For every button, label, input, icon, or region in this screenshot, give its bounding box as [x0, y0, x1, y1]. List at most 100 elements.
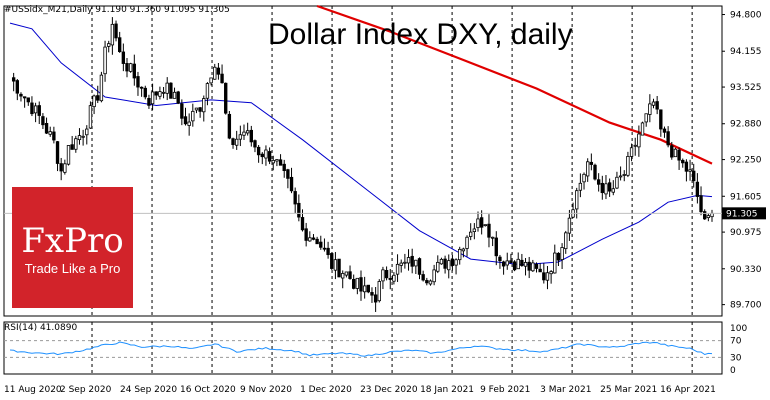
bear-candle [421, 274, 425, 281]
rsi-line [9, 341, 713, 357]
candlesticks [11, 17, 714, 312]
x-tick-label: 18 Jan 2021 [420, 385, 474, 395]
bull-candle [150, 91, 155, 105]
bear-candle [253, 140, 257, 148]
rsi-levels [4, 340, 722, 358]
bull-candle [447, 260, 451, 271]
bear-candle [37, 105, 41, 116]
bear-candle [44, 122, 49, 134]
bull-candle [33, 105, 38, 114]
y-tick-label: 92.880 [730, 120, 762, 130]
bull-candle [355, 277, 360, 289]
bear-candle [293, 191, 297, 205]
bull-candle [432, 269, 436, 283]
bear-candle [487, 223, 491, 238]
bear-candle [326, 247, 330, 256]
bear-candle [198, 107, 202, 112]
bull-candle [560, 247, 564, 260]
bear-candle [231, 138, 235, 145]
rsi-tick-label: 70 [730, 337, 742, 347]
bear-candle [59, 163, 63, 172]
bear-candle [118, 37, 122, 53]
bull-candle [458, 248, 462, 261]
bull-candle [706, 215, 711, 219]
y-tick-label: 90.330 [730, 265, 762, 275]
bull-candle [523, 262, 528, 267]
symbol-info: #USSidx_M21,Daily 91.190 91.360 91.095 9… [4, 5, 230, 15]
rsi-label: RSI(14) 41.0890 [4, 323, 77, 333]
bull-candle [490, 236, 495, 239]
bear-candle [337, 258, 341, 278]
bear-candle [494, 237, 498, 257]
rsi-series [9, 341, 713, 357]
bear-candle [304, 228, 308, 241]
bull-candle [275, 159, 279, 162]
bear-candle [319, 241, 323, 248]
x-tick-label: 2 Sep 2020 [60, 385, 112, 395]
bear-candle [227, 113, 232, 139]
bull-candle [161, 91, 166, 94]
logo-tagline: Trade Like a Pro [24, 261, 121, 276]
bull-candle [264, 149, 268, 159]
bear-candle [297, 202, 301, 218]
bull-candle [238, 134, 243, 140]
bull-candle [611, 188, 615, 193]
x-tick-label: 1 Dec 2020 [300, 385, 352, 395]
bear-candle [655, 101, 659, 110]
bull-candle [436, 261, 440, 272]
bear-candle [366, 284, 370, 293]
bear-candle [220, 73, 224, 84]
bear-candle [143, 87, 147, 98]
bull-candle [213, 66, 217, 80]
x-tick-label: 24 Sep 2020 [120, 385, 177, 395]
bull-candle [505, 260, 509, 266]
bull-candle [48, 131, 52, 135]
bull-candle [615, 176, 619, 189]
bear-candle [55, 141, 60, 164]
y-tick-label: 89.700 [730, 301, 762, 311]
bull-candle [341, 273, 345, 279]
bull-candle [103, 46, 107, 75]
bear-candle [278, 159, 283, 166]
bear-candle [684, 161, 689, 172]
bear-candle [348, 271, 352, 279]
bull-candle [531, 262, 535, 272]
bear-candle [249, 129, 253, 143]
bull-candle [461, 248, 466, 252]
bear-candle [607, 182, 612, 192]
bear-candle [695, 181, 700, 197]
bear-candle [169, 82, 173, 99]
bear-candle [501, 261, 506, 267]
bull-candle [483, 224, 487, 227]
bear-candle [589, 161, 594, 165]
bull-candle [92, 95, 96, 108]
bull-candle [205, 83, 210, 99]
bear-candle [703, 211, 707, 220]
rsi-tick-label: 30 [730, 353, 742, 363]
bull-candle [399, 262, 403, 266]
bull-candle [63, 163, 67, 173]
bear-candle [512, 261, 517, 271]
bear-candle [180, 103, 184, 119]
bear-candle [692, 170, 696, 182]
bull-candle [626, 156, 630, 176]
bear-candle [681, 159, 685, 164]
bull-candle [454, 259, 458, 266]
bull-candle [648, 103, 652, 115]
bull-candle [516, 258, 520, 270]
bear-candle [147, 97, 151, 106]
fxpro-logo: FxPro Trade Like a Pro [12, 187, 133, 308]
bear-candle [26, 97, 30, 103]
bull-candle [165, 82, 169, 94]
bull-candle [245, 130, 250, 134]
bear-candle [373, 294, 378, 303]
bear-candle [520, 259, 524, 266]
bull-candle [172, 91, 177, 99]
bull-candle [66, 145, 71, 165]
chart-title: Dollar Index DXY, daily [268, 18, 573, 51]
rsi-panel-frame [3, 321, 723, 375]
x-tick-label: 9 Feb 2021 [480, 385, 530, 395]
bear-candle [22, 96, 27, 99]
bear-candle [114, 23, 118, 39]
bear-candle [670, 145, 674, 158]
